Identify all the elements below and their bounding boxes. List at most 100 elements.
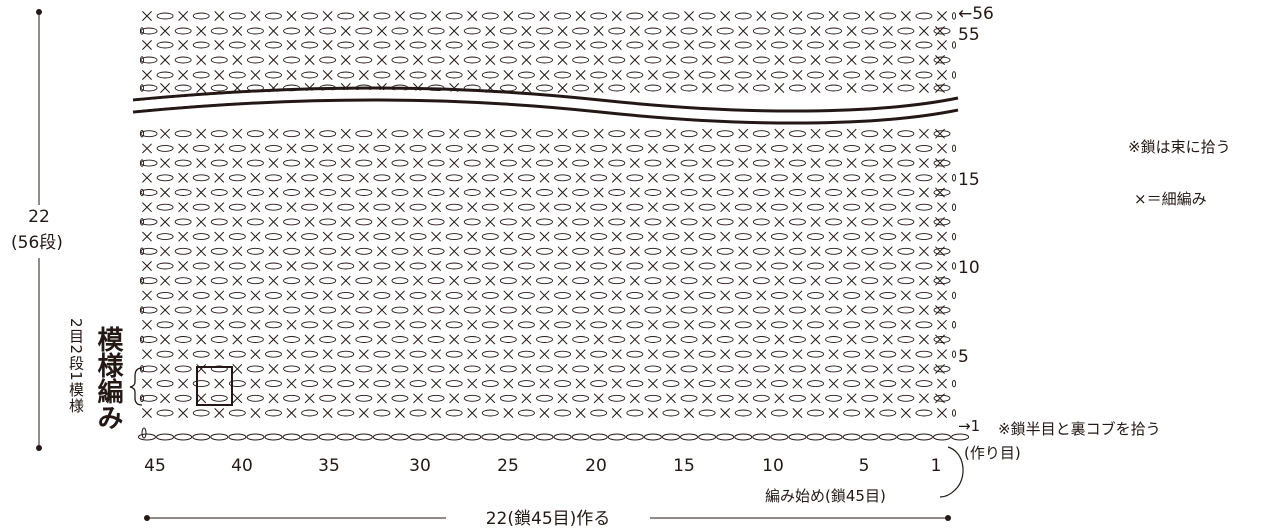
chain-stitch-mark: [897, 306, 915, 314]
single-crochet-mark: [304, 128, 315, 139]
chain-stitch-mark: [698, 41, 716, 49]
single-crochet-mark: [557, 83, 568, 93]
foundation-chain: [571, 433, 590, 441]
single-crochet-mark: [900, 290, 911, 301]
single-crochet-mark: [810, 83, 821, 93]
chain-stitch-mark: [698, 350, 716, 358]
single-crochet-mark: [304, 363, 315, 374]
single-crochet-mark: [413, 246, 423, 257]
single-crochet-mark: [937, 261, 947, 271]
single-crochet-mark: [503, 319, 514, 330]
single-crochet-mark: [882, 305, 893, 316]
single-crochet-mark: [918, 83, 929, 93]
chain-stitch-mark: [644, 159, 662, 167]
single-crochet-mark: [738, 83, 749, 93]
single-crochet-mark: [684, 143, 694, 154]
chain-stitch-mark: [789, 56, 806, 64]
single-crochet-mark: [900, 172, 911, 183]
single-crochet-mark: [575, 408, 586, 418]
foundation-chain: [481, 433, 500, 441]
single-crochet-mark: [647, 408, 658, 418]
chain-stitch-mark: [427, 247, 445, 255]
chain-stitch-mark: [246, 189, 264, 196]
chain-stitch-mark: [879, 203, 897, 211]
chain-stitch-mark: [825, 394, 843, 402]
single-crochet-mark: [792, 290, 803, 301]
single-crochet-mark: [160, 334, 171, 345]
chain-stitch-mark: [807, 233, 824, 241]
chain-stitch-mark: [662, 174, 680, 182]
single-crochet-mark: [684, 378, 694, 389]
chain-stitch-mark: [662, 291, 680, 299]
chain-stitch-mark: [572, 159, 590, 167]
chain-stitch-mark: [140, 218, 158, 226]
turning-chain-mark: [139, 247, 145, 256]
single-crochet-mark: [376, 246, 387, 257]
chain-stitch-mark: [210, 336, 228, 343]
chain-stitch-mark: [140, 394, 158, 402]
chain-stitch-mark: [843, 409, 861, 417]
chain-stitch-mark: [445, 291, 463, 299]
chain-stitch-mark: [915, 71, 933, 79]
single-crochet-mark: [702, 216, 713, 227]
single-crochet-mark: [647, 40, 658, 50]
single-crochet-mark: [611, 408, 622, 418]
chain-stitch-mark: [156, 233, 174, 241]
chain-stitch-mark: [319, 306, 337, 314]
chain-stitch-mark: [192, 350, 210, 358]
single-crochet-mark: [160, 275, 171, 286]
single-crochet-mark: [449, 246, 460, 257]
chain-stitch-mark: [319, 336, 337, 343]
single-crochet-mark: [702, 128, 713, 139]
single-crochet-mark: [214, 231, 225, 242]
chain-stitch-mark: [373, 291, 391, 299]
single-crochet-mark: [846, 55, 857, 65]
single-crochet-mark: [449, 55, 460, 65]
chain-stitch-mark: [445, 409, 463, 417]
chain-stitch-mark: [391, 159, 409, 167]
foundation-end-loop: [141, 427, 147, 439]
chain-stitch-mark: [265, 71, 282, 79]
chain-stitch-mark: [427, 336, 445, 343]
single-crochet-mark: [539, 172, 550, 183]
single-crochet-mark: [250, 70, 261, 80]
chain-stitch-mark: [680, 247, 698, 255]
single-crochet-mark: [774, 246, 785, 257]
single-crochet-mark: [160, 187, 171, 198]
single-crochet-mark: [449, 393, 460, 404]
chain-stitch-mark: [789, 277, 806, 285]
foundation-chain-row: [138, 427, 970, 441]
single-crochet-mark: [774, 334, 785, 345]
break-line-top: [132, 86, 959, 113]
chain-stitch-mark: [499, 27, 517, 35]
foundation-chain: [878, 433, 897, 441]
foundation-chain: [156, 433, 175, 441]
chain-stitch-mark: [174, 130, 192, 138]
width-dimension: 22(鎖45目)作る: [144, 509, 951, 529]
single-crochet-mark: [792, 40, 803, 50]
single-crochet-mark: [629, 55, 640, 65]
single-crochet-mark: [485, 55, 496, 65]
chain-stitch-mark: [355, 189, 373, 196]
chain-stitch-mark: [608, 247, 626, 255]
chain-stitch-mark: [662, 12, 680, 20]
chain-stitch-mark: [843, 380, 861, 388]
chain-stitch-mark: [861, 84, 879, 92]
chain-stitch-mark: [825, 159, 843, 167]
chain-stitch-mark: [680, 189, 698, 196]
single-crochet-mark: [900, 231, 911, 242]
single-crochet-mark: [702, 275, 713, 286]
chain-stitch-mark: [897, 27, 915, 35]
single-crochet-mark: [485, 187, 496, 198]
chain-stitch-mark: [445, 350, 463, 358]
single-crochet-mark: [358, 231, 369, 242]
single-crochet-mark: [666, 334, 676, 345]
single-crochet-mark: [539, 11, 550, 21]
chain-stitch-mark: [409, 144, 427, 152]
chain-stitch-mark: [662, 71, 680, 79]
chain-stitch-mark: [156, 71, 174, 79]
chain-stitch-mark: [626, 12, 644, 20]
single-crochet-mark: [431, 70, 442, 80]
single-crochet-mark: [684, 70, 694, 80]
single-crochet-mark: [485, 334, 496, 345]
